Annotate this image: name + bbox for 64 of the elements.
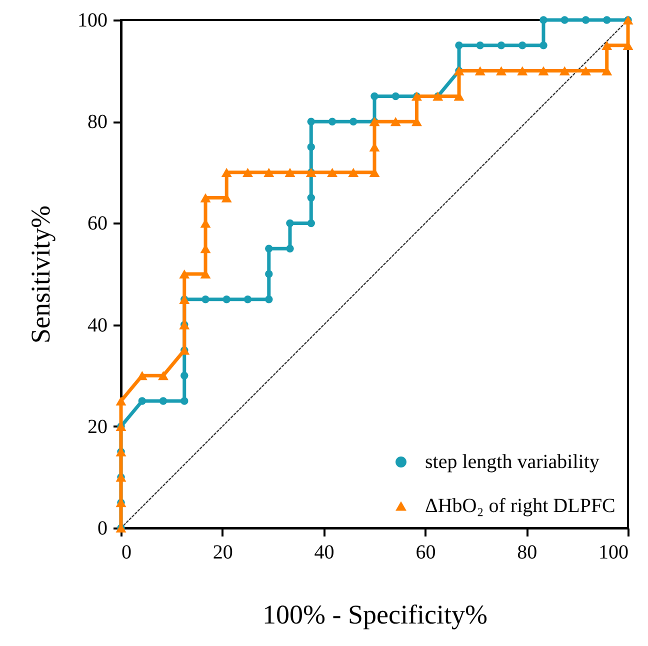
point (476, 42, 484, 50)
y-tick-label: 60 (88, 212, 108, 235)
point (390, 117, 401, 126)
point (138, 397, 146, 405)
point (265, 244, 273, 252)
point (582, 16, 590, 24)
point (307, 143, 315, 151)
point (348, 168, 359, 177)
y-axis-title: Sensitivity% (26, 205, 56, 344)
y-tick-label: 40 (88, 314, 108, 336)
point (538, 66, 549, 76)
y-tick-label: 20 (88, 416, 108, 438)
point (602, 16, 611, 24)
point (602, 40, 612, 50)
x-tick-label: 40 (314, 542, 334, 564)
x-axis-title: 100% - Specificity% (262, 600, 488, 630)
point (242, 168, 253, 177)
y-tick-label: 0 (98, 518, 108, 540)
point (286, 244, 294, 252)
point (265, 270, 273, 278)
point (474, 66, 486, 76)
y-tick-label: 80 (88, 111, 108, 134)
point (200, 193, 211, 202)
point (307, 118, 315, 126)
legend-label: step length variability (425, 451, 600, 473)
point (518, 42, 526, 50)
point (264, 168, 274, 177)
x-tick-label: 0 (122, 542, 132, 564)
point (284, 168, 296, 177)
point (158, 371, 168, 380)
x-tick-label: 80 (517, 542, 538, 564)
x-tick-label: 100 (598, 542, 628, 564)
point (222, 296, 230, 304)
point (244, 296, 252, 304)
point (307, 194, 315, 202)
x-tick-label: 60 (416, 542, 436, 564)
point (136, 371, 148, 380)
point (328, 118, 336, 126)
point (455, 42, 463, 50)
point (180, 372, 188, 380)
point (517, 66, 528, 76)
y-tick-label: 100 (78, 10, 108, 32)
point (159, 397, 168, 405)
legend-label: ΔHbO₂ of right DLPFC (425, 495, 616, 517)
point (286, 219, 294, 228)
x-tick-label: 20 (212, 542, 233, 564)
point (392, 92, 400, 100)
point (540, 42, 548, 50)
point (265, 296, 273, 304)
point (349, 118, 358, 126)
point (221, 168, 232, 177)
point (202, 296, 210, 304)
point (540, 16, 548, 24)
point (116, 396, 126, 406)
point (559, 66, 570, 76)
point (370, 92, 378, 100)
point (560, 16, 568, 24)
point (580, 66, 592, 76)
point (179, 269, 190, 279)
point (327, 168, 338, 177)
point (497, 42, 506, 50)
point (307, 219, 315, 228)
point (496, 66, 506, 76)
point (180, 397, 188, 405)
